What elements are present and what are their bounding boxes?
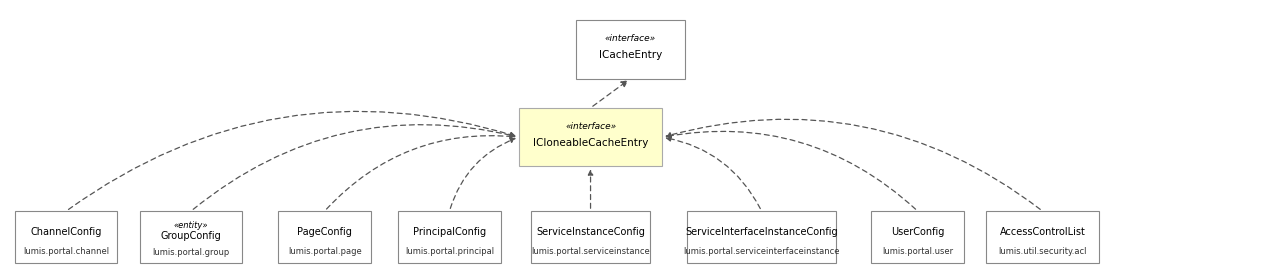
Text: lumis.portal.page: lumis.portal.page xyxy=(288,247,362,256)
FancyBboxPatch shape xyxy=(140,211,242,263)
Text: lumis.portal.channel: lumis.portal.channel xyxy=(23,247,110,256)
Text: PageConfig: PageConfig xyxy=(298,227,352,237)
FancyBboxPatch shape xyxy=(398,211,501,263)
FancyBboxPatch shape xyxy=(531,211,649,263)
Text: lumis.portal.serviceinstance: lumis.portal.serviceinstance xyxy=(531,247,649,256)
FancyBboxPatch shape xyxy=(687,211,836,263)
Text: GroupConfig: GroupConfig xyxy=(160,231,222,241)
Text: lumis.util.security.acl: lumis.util.security.acl xyxy=(999,247,1087,256)
Text: lumis.portal.serviceinterfaceinstance: lumis.portal.serviceinterfaceinstance xyxy=(683,247,840,256)
FancyBboxPatch shape xyxy=(871,211,965,263)
FancyBboxPatch shape xyxy=(986,211,1098,263)
Text: ICacheEntry: ICacheEntry xyxy=(599,50,662,60)
FancyBboxPatch shape xyxy=(575,20,686,79)
Text: lumis.portal.user: lumis.portal.user xyxy=(881,247,953,256)
Text: ServiceInterfaceInstanceConfig: ServiceInterfaceInstanceConfig xyxy=(685,227,837,237)
Text: ChannelConfig: ChannelConfig xyxy=(30,227,102,237)
Text: «entity»: «entity» xyxy=(174,221,208,230)
Text: AccessControlList: AccessControlList xyxy=(1000,227,1086,237)
Text: «interface»: «interface» xyxy=(565,122,617,131)
Text: «interface»: «interface» xyxy=(605,34,656,43)
Text: lumis.portal.principal: lumis.portal.principal xyxy=(405,247,494,256)
FancyBboxPatch shape xyxy=(518,108,662,167)
FancyBboxPatch shape xyxy=(15,211,117,263)
Text: ICloneableCacheEntry: ICloneableCacheEntry xyxy=(533,138,648,148)
FancyBboxPatch shape xyxy=(277,211,372,263)
Text: lumis.portal.group: lumis.portal.group xyxy=(153,248,230,257)
Text: PrincipalConfig: PrincipalConfig xyxy=(412,227,485,237)
Text: UserConfig: UserConfig xyxy=(892,227,944,237)
Text: ServiceInstanceConfig: ServiceInstanceConfig xyxy=(536,227,644,237)
